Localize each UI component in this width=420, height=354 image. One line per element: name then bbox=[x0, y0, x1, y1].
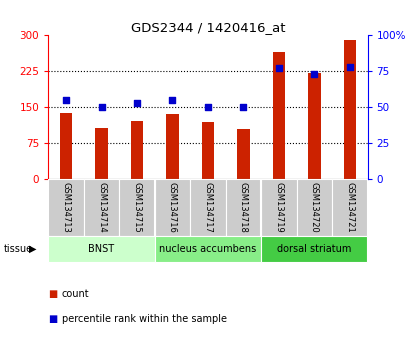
Point bbox=[63, 97, 69, 103]
Bar bbox=[166, 114, 178, 179]
Bar bbox=[131, 121, 143, 179]
Bar bbox=[226, 179, 261, 236]
Bar bbox=[332, 179, 368, 236]
Text: dorsal striatum: dorsal striatum bbox=[277, 244, 352, 254]
Bar bbox=[273, 52, 285, 179]
Bar bbox=[202, 122, 214, 179]
Point bbox=[205, 104, 211, 110]
Point bbox=[169, 97, 176, 103]
Bar bbox=[261, 179, 297, 236]
Text: ■: ■ bbox=[48, 314, 58, 324]
Text: BNST: BNST bbox=[89, 244, 115, 254]
Bar bbox=[155, 236, 261, 262]
Text: count: count bbox=[62, 289, 89, 299]
Text: tissue: tissue bbox=[4, 244, 33, 254]
Text: GSM134718: GSM134718 bbox=[239, 182, 248, 233]
Point bbox=[134, 100, 140, 105]
Bar bbox=[344, 40, 356, 179]
Text: GSM134716: GSM134716 bbox=[168, 182, 177, 233]
Text: GSM134713: GSM134713 bbox=[62, 182, 71, 233]
Text: GSM134721: GSM134721 bbox=[345, 182, 354, 233]
Point bbox=[98, 104, 105, 110]
Text: nucleus accumbens: nucleus accumbens bbox=[159, 244, 257, 254]
Bar bbox=[84, 179, 119, 236]
Point bbox=[276, 65, 282, 71]
Bar bbox=[297, 179, 332, 236]
Title: GDS2344 / 1420416_at: GDS2344 / 1420416_at bbox=[131, 21, 285, 34]
Text: GSM134720: GSM134720 bbox=[310, 182, 319, 233]
Bar bbox=[60, 113, 72, 179]
Bar bbox=[95, 129, 108, 179]
Bar bbox=[308, 73, 320, 179]
Bar bbox=[261, 236, 368, 262]
Point bbox=[240, 104, 247, 110]
Bar bbox=[48, 236, 155, 262]
Bar bbox=[155, 179, 190, 236]
Text: percentile rank within the sample: percentile rank within the sample bbox=[62, 314, 227, 324]
Point bbox=[311, 71, 318, 77]
Bar bbox=[48, 179, 84, 236]
Bar bbox=[119, 179, 155, 236]
Bar bbox=[190, 179, 226, 236]
Point bbox=[346, 64, 353, 70]
Text: GSM134717: GSM134717 bbox=[203, 182, 213, 233]
Bar bbox=[237, 130, 249, 179]
Text: ▶: ▶ bbox=[29, 244, 36, 254]
Text: GSM134719: GSM134719 bbox=[274, 182, 284, 233]
Text: ■: ■ bbox=[48, 289, 58, 299]
Text: GSM134714: GSM134714 bbox=[97, 182, 106, 233]
Text: GSM134715: GSM134715 bbox=[132, 182, 142, 233]
